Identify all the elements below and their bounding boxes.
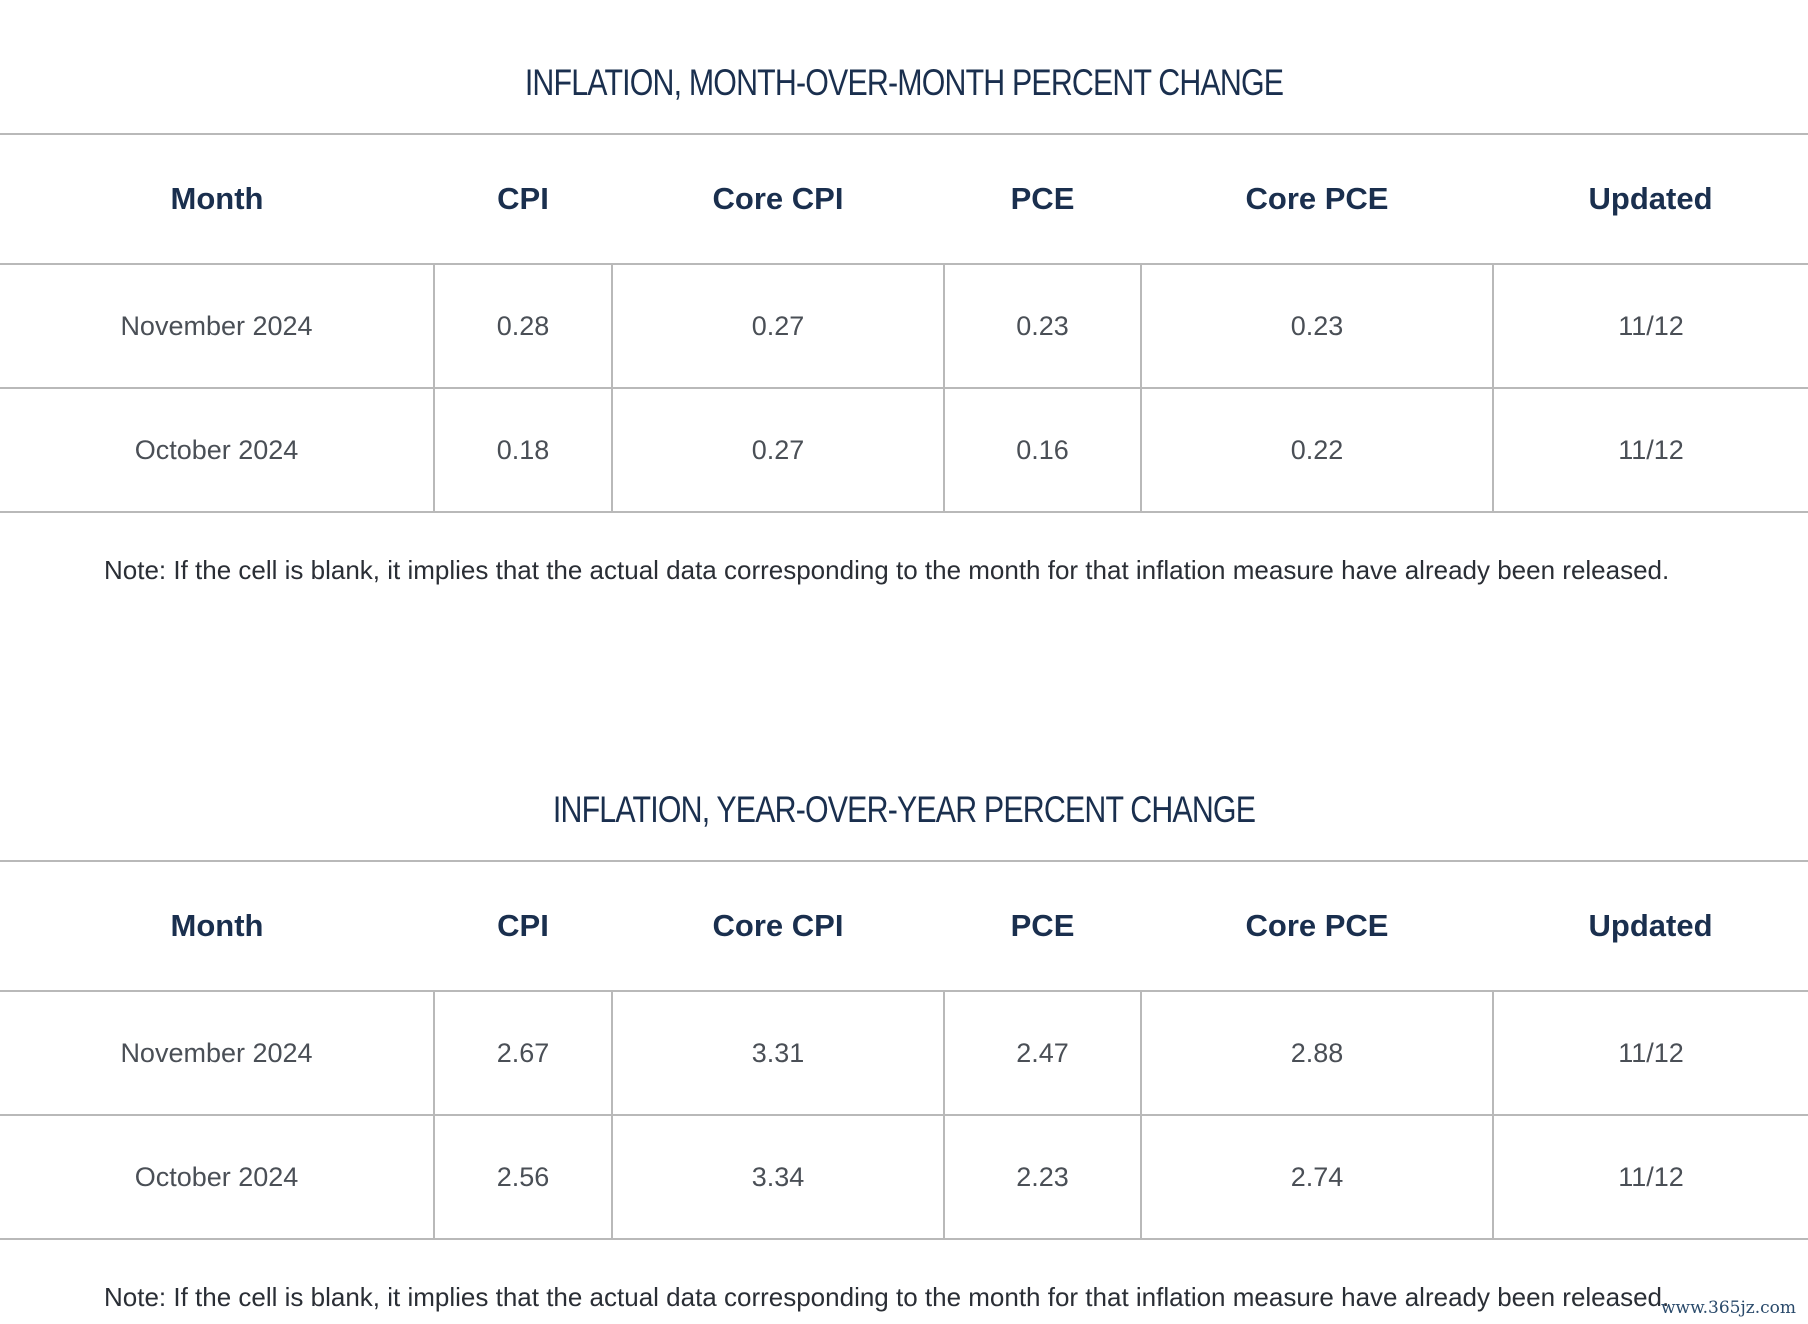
cell-core-cpi: 0.27 [611, 264, 944, 389]
header-month: Month [0, 133, 434, 265]
cell-cpi: 2.56 [433, 1115, 612, 1240]
yoy-table-note: Note: If the cell is blank, it implies t… [104, 1282, 1670, 1312]
cell-pce: 0.23 [943, 264, 1141, 389]
cell-updated: 11/12 [1492, 388, 1808, 513]
header-cpi: CPI [434, 133, 612, 265]
cell-core-cpi: 3.34 [611, 1115, 944, 1240]
yoy-table-wrapper: Month CPI Core CPI PCE Core PCE Updated … [0, 860, 1808, 1240]
mom-inflation-table: Month CPI Core CPI PCE Core PCE Updated … [0, 133, 1808, 513]
cell-pce: 2.47 [943, 991, 1141, 1116]
table-row: October 2024 0.18 0.27 0.16 0.22 11/12 [0, 388, 1808, 513]
cell-core-pce: 0.22 [1140, 388, 1493, 513]
mom-table-note: Note: If the cell is blank, it implies t… [104, 555, 1670, 585]
header-core-pce: Core PCE [1141, 860, 1493, 992]
mom-table-wrapper: Month CPI Core CPI PCE Core PCE Updated … [0, 133, 1808, 513]
header-pce: PCE [944, 860, 1141, 992]
cell-updated: 11/12 [1492, 991, 1808, 1116]
header-cpi: CPI [434, 860, 612, 992]
cell-updated: 11/12 [1492, 264, 1808, 389]
cell-core-pce: 0.23 [1140, 264, 1493, 389]
cell-core-cpi: 0.27 [611, 388, 944, 513]
cell-month: November 2024 [0, 264, 434, 389]
table-header-row: Month CPI Core CPI PCE Core PCE Updated [0, 860, 1808, 992]
cell-pce: 2.23 [943, 1115, 1141, 1240]
cell-core-cpi: 3.31 [611, 991, 944, 1116]
header-core-cpi: Core CPI [612, 133, 944, 265]
site-watermark: www.365jz.com [1661, 1298, 1796, 1318]
header-updated: Updated [1493, 133, 1808, 265]
yoy-inflation-table: Month CPI Core CPI PCE Core PCE Updated … [0, 860, 1808, 1240]
header-updated: Updated [1493, 860, 1808, 992]
yoy-table-title: INFLATION, YEAR-OVER-YEAR PERCENT CHANGE [552, 789, 1256, 830]
cell-updated: 11/12 [1492, 1115, 1808, 1240]
table-row: November 2024 0.28 0.27 0.23 0.23 11/12 [0, 264, 1808, 389]
cell-cpi: 0.18 [433, 388, 612, 513]
cell-month: October 2024 [0, 1115, 434, 1240]
cell-cpi: 0.28 [433, 264, 612, 389]
mom-table-title: INFLATION, MONTH-OVER-MONTH PERCENT CHAN… [524, 62, 1284, 103]
cell-cpi: 2.67 [433, 991, 612, 1116]
header-core-pce: Core PCE [1141, 133, 1493, 265]
header-core-cpi: Core CPI [612, 860, 944, 992]
header-pce: PCE [944, 133, 1141, 265]
table-row: November 2024 2.67 3.31 2.47 2.88 11/12 [0, 991, 1808, 1116]
cell-month: October 2024 [0, 388, 434, 513]
cell-pce: 0.16 [943, 388, 1141, 513]
header-month: Month [0, 860, 434, 992]
table-row: October 2024 2.56 3.34 2.23 2.74 11/12 [0, 1115, 1808, 1240]
cell-core-pce: 2.74 [1140, 1115, 1493, 1240]
cell-month: November 2024 [0, 991, 434, 1116]
table-header-row: Month CPI Core CPI PCE Core PCE Updated [0, 133, 1808, 265]
cell-core-pce: 2.88 [1140, 991, 1493, 1116]
